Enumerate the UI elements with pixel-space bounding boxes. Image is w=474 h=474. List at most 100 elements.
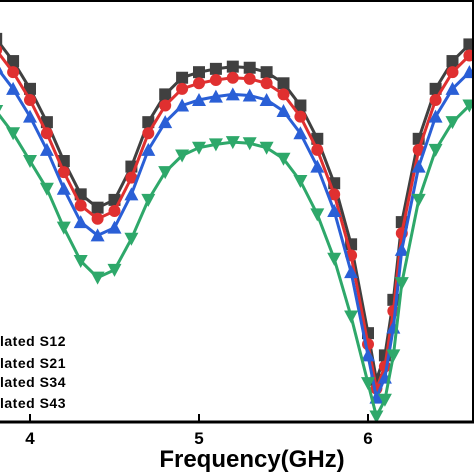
data-point [242,137,257,151]
data-point [176,82,189,95]
data-point [310,159,325,173]
data-point [394,242,409,256]
legend-entry-s43: lated S43 [0,395,66,411]
x-tick-label: 6 [363,429,372,448]
x-ticks: 4 5 6 [25,414,373,448]
data-point [56,221,71,235]
data-point [344,265,359,279]
data-point [209,62,222,75]
data-point [209,73,222,86]
legend-entry-s12: lated S12 [0,333,66,349]
data-point [361,377,375,391]
data-point [462,99,474,113]
data-point [411,193,426,207]
data-point [141,142,156,156]
data-point [142,127,155,140]
data-point [226,71,239,84]
legend-entry-s21: lated S21 [0,355,66,371]
data-point [7,66,20,79]
data-point [311,143,324,156]
data-point [24,82,36,95]
data-point [175,149,190,163]
data-point [24,93,36,106]
series-s43 [0,99,474,422]
data-point [310,208,325,222]
data-point [463,38,474,51]
data-point [141,193,156,207]
data-point [175,98,190,112]
legend-entry-s34: lated S34 [0,374,66,390]
data-point [369,410,384,422]
data-point [428,143,443,157]
series-layer [0,32,474,422]
data-point [446,66,459,79]
data-point [0,32,3,45]
data-point [23,155,37,169]
data-point [158,115,173,129]
data-point [208,138,223,152]
data-point [159,88,172,101]
data-point [242,88,257,102]
data-point [429,93,442,106]
data-point [192,141,206,155]
series-s21 [0,45,474,395]
data-point [125,160,138,173]
data-point [429,82,442,95]
data-point [328,188,341,201]
data-point [327,204,342,217]
x-tick-label: 5 [194,429,203,448]
data-point [277,88,290,101]
data-point [108,205,121,217]
data-point [260,66,273,79]
data-point [73,254,88,268]
data-point [23,109,37,123]
data-point [361,348,375,362]
data-point [386,349,401,363]
data-point [344,310,359,324]
data-point [293,175,308,189]
data-point [90,228,105,242]
data-point [243,61,256,74]
data-point [159,99,172,112]
data-point [0,45,3,55]
data-point [193,77,205,90]
data-point [394,277,409,291]
legend: lated S12 lated S21 lated S34 lated S43 [0,333,66,411]
data-point [412,143,425,156]
data-point [158,166,173,180]
data-point [74,199,87,212]
data-point [259,141,274,155]
data-point [327,252,342,266]
data-point [125,171,138,184]
series-line [0,41,471,382]
data-point [193,66,205,79]
data-point [0,105,4,111]
data-point [73,215,88,229]
data-point [6,81,21,95]
x-axis-title: Frequency(GHz) [159,446,344,473]
series-s12 [0,32,474,386]
data-point [39,142,54,156]
plot-frame [0,0,474,424]
data-point [294,99,307,112]
data-point [463,49,474,62]
data-point [260,77,273,90]
data-point [57,166,70,179]
data-point [259,92,274,106]
series-s34 [0,65,474,404]
data-point [225,136,240,150]
data-point [192,92,206,106]
data-point [124,187,139,201]
data-point [445,81,460,95]
data-point [56,181,71,195]
data-point [124,232,139,246]
data-point [7,55,20,68]
data-point [243,72,256,85]
data-point [276,104,291,118]
data-point [0,66,4,73]
x-tick-label: 4 [25,429,35,448]
data-point [39,182,54,196]
data-point [107,220,122,234]
data-point [226,60,239,73]
